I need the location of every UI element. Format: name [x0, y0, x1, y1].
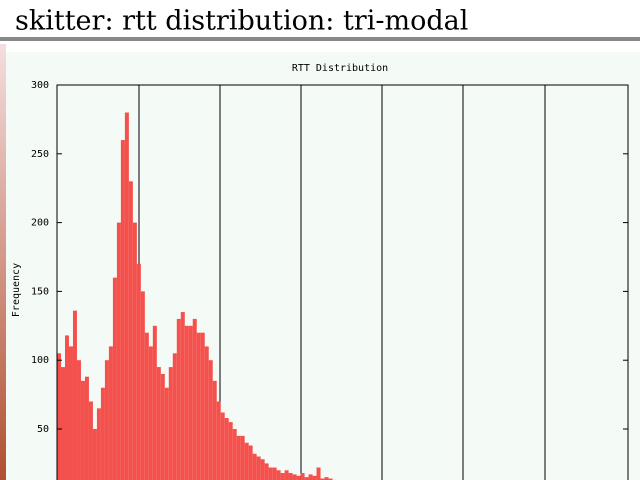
bar: [216, 401, 221, 480]
bar: [104, 360, 109, 480]
bar: [156, 367, 161, 480]
bar: [88, 401, 93, 480]
bar: [64, 335, 69, 480]
bar: [208, 360, 213, 480]
bar: [160, 373, 165, 480]
bar: [288, 473, 293, 480]
bar: [200, 332, 205, 480]
bar: [324, 477, 329, 480]
y-tick-label: 300: [31, 80, 49, 91]
bar: [264, 463, 269, 480]
bar: [328, 478, 333, 480]
y-tick-label: 50: [37, 424, 49, 435]
bar: [152, 325, 157, 480]
y-tick-label: 100: [31, 355, 49, 366]
bar: [320, 478, 325, 480]
bar: [148, 346, 153, 480]
bar: [96, 408, 101, 480]
bar: [248, 445, 253, 480]
bar: [276, 470, 281, 480]
plot-frame: [56, 84, 629, 480]
bar: [280, 473, 285, 480]
bar: [292, 474, 297, 480]
side-band: [0, 44, 6, 480]
bar: [300, 473, 305, 480]
bar: [240, 435, 245, 480]
bar: [100, 387, 105, 480]
y-tick-label: 200: [31, 218, 49, 229]
bar: [296, 475, 301, 480]
bar: [184, 325, 189, 480]
bar: [236, 435, 241, 480]
bar: [144, 332, 149, 480]
bar: [180, 312, 185, 480]
bar: [252, 453, 257, 480]
slide-title: skitter: rtt distribution: tri-modal: [15, 6, 468, 37]
bar: [136, 263, 141, 480]
bar: [188, 325, 193, 480]
bar: [132, 222, 137, 480]
bar: [256, 456, 261, 480]
bar: [212, 380, 217, 480]
bar: [57, 353, 61, 480]
bar: [164, 387, 169, 480]
bar: [112, 277, 117, 480]
bar: [92, 429, 97, 480]
y-axis-label: Frequency: [11, 263, 22, 317]
title-rule: [0, 37, 640, 41]
y-tick-label: 150: [31, 286, 49, 297]
bar: [84, 376, 89, 480]
bar: [232, 429, 237, 480]
bar: [224, 417, 229, 480]
bar: [76, 360, 81, 480]
bar: [116, 222, 121, 480]
bar: [260, 459, 265, 480]
bar: [80, 380, 85, 480]
bar: [192, 318, 197, 480]
bar: [220, 412, 225, 480]
bar: [272, 467, 277, 480]
bar: [60, 367, 65, 480]
bar: [140, 291, 145, 480]
bar: [312, 475, 317, 480]
bar: [124, 112, 129, 480]
bar: [108, 346, 113, 480]
bar: [284, 470, 289, 480]
bars: [57, 112, 337, 480]
bar: [204, 346, 209, 480]
bar: [168, 367, 173, 480]
bar: [120, 140, 125, 480]
bar: [304, 477, 309, 480]
bar: [268, 467, 273, 480]
bar: [68, 346, 73, 480]
chart-title: RTT Distribution: [292, 63, 388, 74]
bar: [72, 310, 77, 480]
bar: [228, 422, 233, 480]
bar: [308, 474, 313, 480]
bar: [176, 318, 181, 480]
bar: [244, 442, 249, 480]
bar: [196, 332, 201, 480]
bar: [172, 353, 177, 480]
bar: [128, 181, 133, 480]
bar: [316, 467, 321, 480]
y-tick-label: 250: [31, 149, 49, 160]
